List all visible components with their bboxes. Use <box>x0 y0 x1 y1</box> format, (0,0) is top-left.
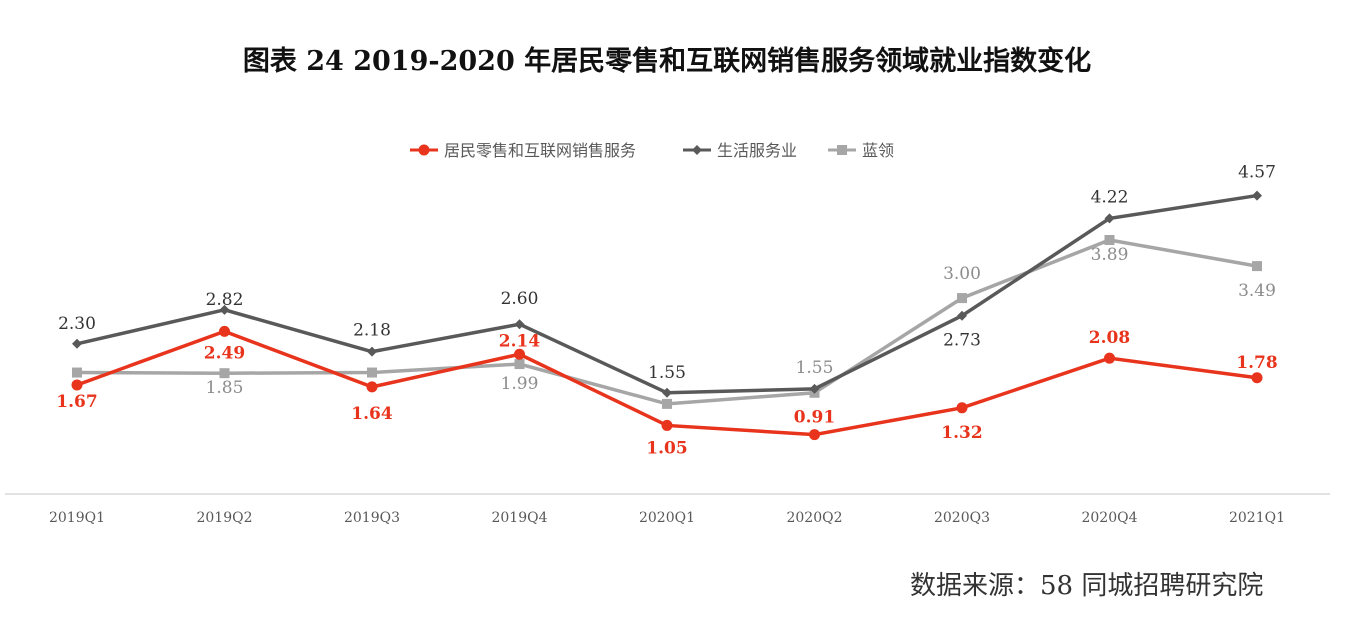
legend-marker <box>692 145 702 155</box>
chart-title: 图表 24 2019-2020 年居民零售和互联网销售服务领域就业指数变化 <box>243 45 1091 77</box>
data-label: 4.22 <box>1091 187 1129 207</box>
legend-marker <box>837 145 847 155</box>
series-0: 1.67 2.49 1.64 2.14 1.05 0.91 1.32 2.08 1.78 <box>56 325 1278 458</box>
data-label: 2.08 <box>1089 328 1130 348</box>
data-point <box>366 381 378 393</box>
data-point <box>809 429 820 441</box>
legend-label: 生活服务业 <box>717 141 797 160</box>
data-label: 1.05 <box>646 438 687 458</box>
data-label: 1.78 <box>1236 353 1277 373</box>
data-point <box>957 310 967 321</box>
legend-label: 蓝领 <box>862 141 894 160</box>
data-point <box>1251 372 1263 384</box>
data-label: 2.73 <box>943 331 981 351</box>
data-point <box>956 402 968 414</box>
x-tick-label: 2020Q3 <box>934 510 990 526</box>
data-label: 1.64 <box>351 404 393 424</box>
series-2: 1.85 1.99 1.55 3.00 3.89 3.49 <box>72 234 1276 409</box>
data-label: 1.32 <box>941 423 982 443</box>
data-point <box>71 379 83 391</box>
data-point <box>957 293 967 304</box>
data-label: 2.18 <box>353 321 391 341</box>
data-point <box>1104 234 1115 245</box>
data-label: 3.89 <box>1091 245 1129 265</box>
data-point <box>514 319 525 330</box>
x-tick-label: 2021Q1 <box>1229 510 1285 526</box>
data-label: 4.57 <box>1238 163 1276 183</box>
data-label: 2.30 <box>58 314 96 334</box>
data-label: 2.14 <box>499 331 541 351</box>
series-1: 2.30 2.82 2.18 2.60 1.55 2.73 4.22 4.57 <box>58 163 1276 398</box>
data-point <box>367 346 377 357</box>
data-label: 1.67 <box>56 392 97 412</box>
data-point <box>1104 213 1115 224</box>
data-point <box>514 359 525 370</box>
data-point <box>219 325 230 337</box>
data-point <box>1252 190 1262 201</box>
series-line <box>76 329 1258 437</box>
x-tick-label: 2020Q2 <box>786 510 842 526</box>
data-point <box>72 367 82 378</box>
x-tick-label: 2019Q1 <box>49 510 105 526</box>
x-tick-label: 2019Q3 <box>344 510 400 526</box>
data-label: 3.49 <box>1238 281 1276 301</box>
data-point <box>514 348 525 360</box>
data-point <box>662 398 672 409</box>
data-point <box>661 419 673 431</box>
data-label: 1.55 <box>796 358 834 378</box>
x-tick-label: 2020Q4 <box>1081 510 1137 526</box>
data-label: 2.60 <box>501 289 539 309</box>
data-point <box>219 304 230 315</box>
x-tick-label: 2019Q4 <box>491 510 547 526</box>
data-point <box>219 368 230 379</box>
data-label: 1.55 <box>648 363 686 383</box>
data-point <box>809 383 820 394</box>
data-label: 1.85 <box>206 378 244 398</box>
legend-label: 居民零售和互联网销售服务 <box>444 141 636 160</box>
data-label: 3.00 <box>943 264 981 284</box>
data-point <box>1252 261 1262 272</box>
legend-marker <box>418 144 430 156</box>
data-label: 2.82 <box>206 290 244 310</box>
data-label: 2.49 <box>204 343 245 363</box>
data-label: 0.91 <box>794 408 835 428</box>
data-point <box>367 367 377 378</box>
source-note: 数据来源：58 同城招聘研究院 <box>910 571 1263 601</box>
legend: 居民零售和互联网销售服务 生活服务业 蓝领 <box>410 141 894 160</box>
data-point <box>1104 352 1115 364</box>
data-point <box>662 387 672 398</box>
data-label: 1.99 <box>501 374 539 394</box>
data-point <box>72 338 82 349</box>
x-tick-label: 2019Q2 <box>196 510 252 526</box>
x-tick-label: 2020Q1 <box>639 510 695 526</box>
